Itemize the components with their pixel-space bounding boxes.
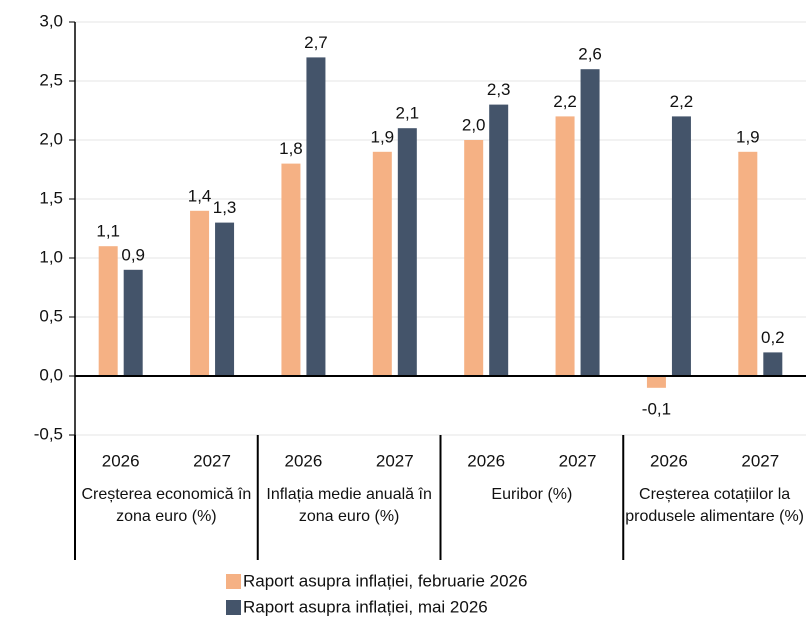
- y-tick-label: 2,5: [39, 70, 63, 89]
- data-label: 2,2: [670, 92, 694, 111]
- bar: [580, 69, 600, 376]
- bar: [763, 352, 783, 376]
- legend-label: Raport asupra inflației, februarie 2026: [243, 571, 527, 590]
- data-label: 1,8: [279, 139, 303, 158]
- group-label: Inflația medie anuală în zona euro (%): [266, 486, 432, 525]
- bar: [190, 210, 210, 376]
- data-label: 1,9: [370, 127, 394, 146]
- bar: [306, 57, 326, 377]
- bar: [671, 116, 691, 377]
- data-label: 2,7: [304, 33, 328, 52]
- x-tick-label: 2026: [102, 451, 140, 470]
- x-tick-label: 2026: [467, 451, 505, 470]
- x-tick-label: 2027: [376, 451, 414, 470]
- x-tick-label: 2026: [285, 451, 323, 470]
- group-label-box: Creșterea economică în zona euro (%): [81, 486, 252, 525]
- bar: [464, 140, 484, 376]
- bar: [215, 222, 235, 376]
- data-label: 1,3: [213, 198, 237, 217]
- data-label: 0,2: [761, 328, 785, 347]
- data-label: 1,1: [96, 222, 120, 241]
- group-label: Euribor (%): [491, 486, 573, 503]
- data-label: 2,2: [553, 92, 577, 111]
- x-tick-label: 2027: [193, 451, 231, 470]
- y-tick-label: 1,0: [39, 247, 63, 266]
- legend-swatch: [226, 574, 241, 589]
- legend-swatch: [226, 600, 241, 615]
- y-tick-label: 0,5: [39, 306, 63, 325]
- group-label-box: Inflația medie anuală în zona euro (%): [266, 486, 432, 525]
- x-tick-label: 2027: [559, 451, 597, 470]
- data-label: 1,9: [736, 127, 760, 146]
- bar: [372, 151, 392, 376]
- data-label: 2,3: [487, 80, 511, 99]
- bar: [555, 116, 575, 377]
- group-label: Creșterea economică în zona euro (%): [81, 486, 252, 525]
- bar: [123, 269, 143, 376]
- bar: [98, 246, 118, 376]
- data-label: -0,1: [642, 399, 671, 418]
- x-tick-label: 2027: [741, 451, 779, 470]
- y-tick-label: 2,0: [39, 129, 63, 148]
- data-label: 1,4: [188, 186, 212, 205]
- bar: [738, 151, 758, 376]
- legend-label: Raport asupra inflației, mai 2026: [243, 597, 488, 616]
- bar: [397, 128, 417, 376]
- bar: [281, 163, 301, 376]
- group-label-box: Euribor (%): [491, 486, 573, 503]
- group-label-box: Creșterea cotațiilor la produsele alimen…: [625, 486, 804, 525]
- y-tick-label: 1,5: [39, 188, 63, 207]
- data-label: 2,1: [395, 104, 419, 123]
- y-tick-label: 0,0: [39, 365, 63, 384]
- y-tick-label: -0,5: [34, 424, 63, 443]
- group-label: Creșterea cotațiilor la produsele alimen…: [625, 486, 804, 525]
- y-tick-label: 3,0: [39, 11, 63, 30]
- bar: [489, 104, 509, 376]
- data-label: 2,6: [578, 45, 602, 64]
- x-tick-label: 2026: [650, 451, 688, 470]
- bar: [646, 376, 666, 388]
- data-label: 0,9: [121, 245, 145, 264]
- data-label: 2,0: [462, 115, 486, 134]
